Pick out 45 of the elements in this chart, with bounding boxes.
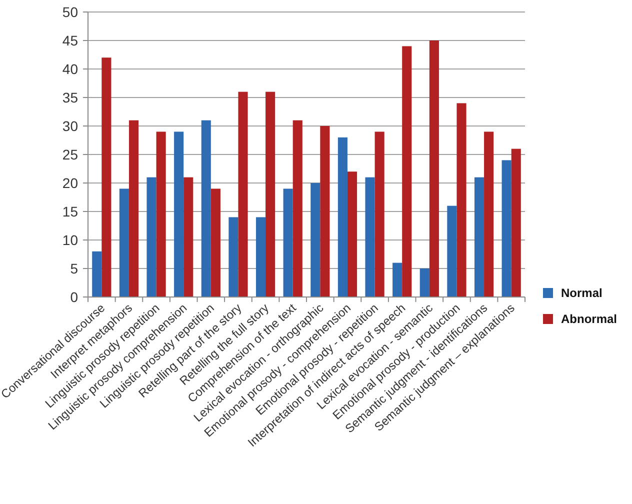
- bar: [174, 132, 184, 297]
- bar: [292, 120, 302, 297]
- bar: [210, 188, 220, 297]
- bar: [146, 177, 156, 297]
- y-tick-label: 45: [62, 32, 78, 48]
- bar: [266, 92, 276, 297]
- bar: [402, 46, 412, 297]
- bar: [502, 160, 512, 297]
- bar: [429, 40, 439, 297]
- bar: [119, 188, 129, 297]
- bar: [484, 132, 494, 297]
- y-tick-label: 0: [70, 288, 78, 305]
- bar: [392, 262, 402, 297]
- legend-label: Abnormal: [561, 312, 618, 326]
- bar: [201, 120, 211, 297]
- bar: [92, 251, 102, 297]
- bar: [156, 132, 166, 297]
- bar: [102, 58, 112, 297]
- bar: [310, 183, 320, 297]
- bar: [420, 268, 430, 297]
- y-tick-label: 25: [62, 146, 78, 162]
- bar: [474, 177, 484, 297]
- bar: [374, 132, 384, 297]
- bar: [320, 126, 330, 297]
- bar: [228, 217, 238, 297]
- bar: [128, 120, 139, 297]
- y-tick-label: 10: [62, 232, 78, 248]
- y-tick-label: 5: [70, 260, 78, 276]
- y-tick-label: 20: [62, 174, 78, 191]
- bar: [256, 217, 266, 297]
- bar: [447, 206, 457, 297]
- bar: [511, 148, 521, 297]
- bar: [456, 103, 466, 297]
- bar: [283, 188, 293, 297]
- y-tick-label: 15: [62, 203, 78, 220]
- y-tick-label: 40: [62, 60, 78, 77]
- bar: [338, 137, 348, 297]
- bar: [238, 92, 248, 297]
- bar: [347, 172, 358, 297]
- bar: [365, 177, 375, 297]
- bar: [184, 177, 194, 297]
- y-tick-label: 30: [62, 118, 78, 134]
- legend-label: Normal: [561, 286, 602, 300]
- y-tick-label: 35: [62, 89, 78, 106]
- y-tick-label: 50: [62, 4, 78, 20]
